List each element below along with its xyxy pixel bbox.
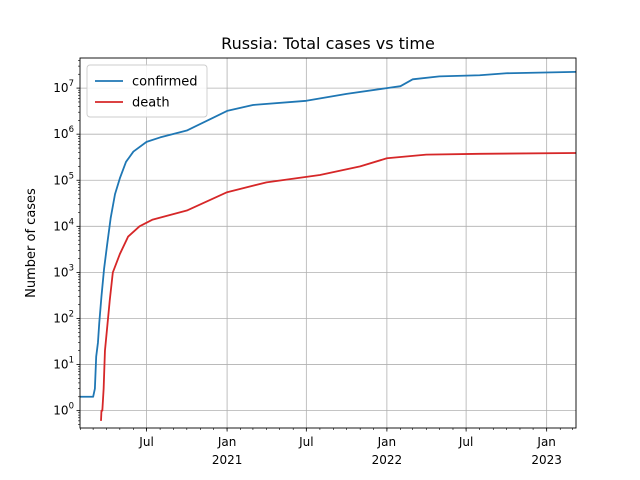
x-tick-label: Jul: [138, 435, 153, 449]
x-tick-label: Jul: [458, 435, 473, 449]
y-tick-exponent: 5: [69, 171, 74, 181]
y-tick-exponent: 6: [69, 125, 74, 135]
x-tick-year-label: 2023: [531, 453, 562, 467]
y-tick-exponent: 1: [69, 356, 74, 366]
x-tick-year-label: 2021: [212, 453, 243, 467]
x-tick-year-label: 2022: [372, 453, 403, 467]
chart-title: Russia: Total cases vs time: [221, 34, 435, 53]
y-tick-exponent: 3: [69, 263, 74, 273]
y-tick-exponent: 7: [69, 79, 74, 89]
series-line-death: [100, 152, 576, 421]
x-tick-label: Jan: [536, 435, 556, 449]
y-tick-exponent: 0: [69, 402, 74, 412]
x-tick-label: Jul: [298, 435, 313, 449]
legend-box: [86, 64, 208, 118]
y-axis-label: Number of cases: [24, 188, 39, 298]
y-tick-exponent: 4: [69, 217, 74, 227]
plot-frame: [79, 57, 577, 429]
legend: confirmed death: [86, 64, 208, 118]
legend-label-confirmed: confirmed: [132, 75, 198, 90]
x-tick-label: Jan: [217, 435, 237, 449]
series-line-confirmed: [80, 70, 576, 398]
y-tick-exponent: 2: [69, 309, 74, 319]
x-tick-label: Jan: [377, 435, 397, 449]
series-lines: [80, 70, 576, 421]
legend-label-death: death: [132, 96, 170, 111]
